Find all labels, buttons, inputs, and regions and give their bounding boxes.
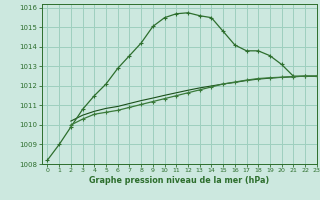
X-axis label: Graphe pression niveau de la mer (hPa): Graphe pression niveau de la mer (hPa) [89,176,269,185]
